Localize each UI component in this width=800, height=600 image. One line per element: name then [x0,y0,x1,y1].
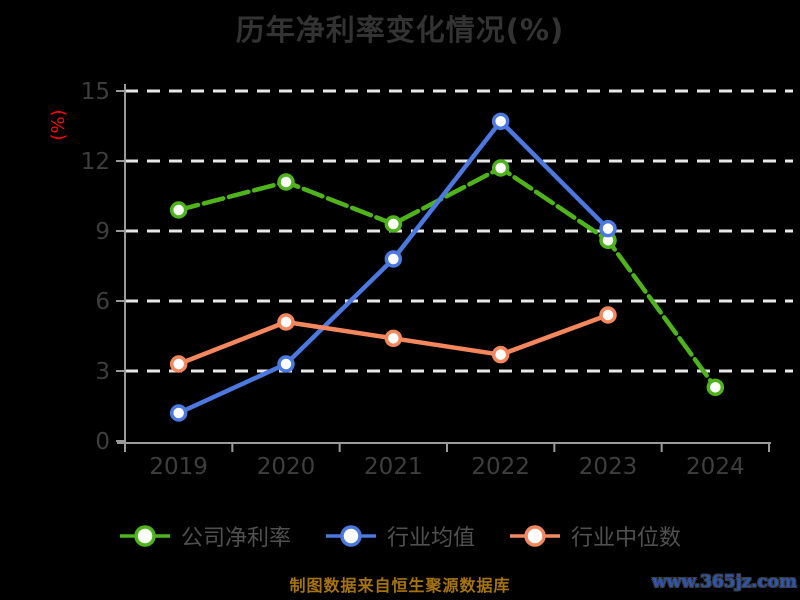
data-point-行业均值[interactable] [169,404,188,422]
data-point-行业中位数[interactable] [277,313,295,331]
y-tick-label-9: 9 [95,219,110,245]
watermark-link[interactable]: www.365jz.com [652,572,797,592]
chart-title: 历年净利率变化情况(%) [235,13,565,47]
data-point-公司净利率[interactable] [169,201,188,219]
data-point-行业均值[interactable] [599,219,617,238]
legend-label-company-net-margin: 公司净利率 [180,526,291,551]
legend-label-industry-median: 行业中位数 [571,526,682,551]
series-line-0 [176,165,718,390]
legend-marker-icon [325,525,376,547]
legend-marker-icon [510,525,560,547]
y-tick-label-3: 3 [95,359,110,385]
data-point-公司净利率[interactable] [384,215,403,233]
legend-item-industry-median[interactable]: 行业中位数 [509,520,681,552]
x-tick-label-2023: 2023 [579,454,638,480]
x-tick-label-2024: 2024 [686,454,745,480]
data-point-公司净利率[interactable] [277,173,295,191]
x-tick-label-2020: 2020 [257,454,316,480]
data-point-行业中位数[interactable] [599,306,617,324]
data-point-行业中位数[interactable] [169,355,188,373]
data-point-行业中位数[interactable] [384,329,403,348]
y-tick-label-15: 15 [81,79,110,105]
x-tick-label-2022: 2022 [471,454,530,480]
data-point-行业均值[interactable] [384,250,403,268]
legend-label-industry-average: 行业均值 [386,526,475,551]
legend: 公司净利率 行业均值 行业中位数 [0,520,800,552]
x-tick-label-2019: 2019 [149,454,208,480]
x-tick-label-2021: 2021 [364,454,423,480]
legend-item-company-net-margin[interactable]: 公司净利率 [119,520,291,552]
y-tick-label-6: 6 [95,289,110,315]
legend-item-industry-average[interactable]: 行业均值 [325,520,475,552]
data-point-公司净利率[interactable] [706,378,725,397]
legend-marker-icon [119,525,170,547]
data-point-行业中位数[interactable] [491,345,510,364]
data-source-note: 制图数据来自恒生聚源数据库 [289,576,511,595]
data-point-行业均值[interactable] [491,112,510,131]
data-point-公司净利率[interactable] [491,159,510,177]
y-tick-label-0: 0 [95,429,110,455]
y-tick-label-12: 12 [81,149,110,175]
data-point-行业均值[interactable] [277,355,295,373]
